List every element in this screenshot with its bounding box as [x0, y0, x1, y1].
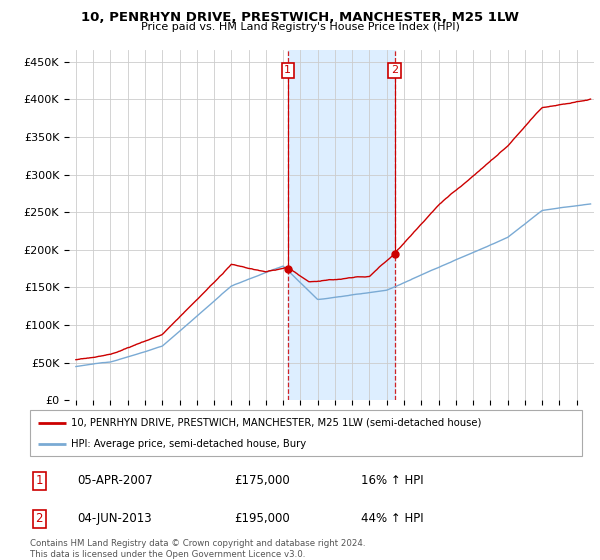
Text: Contains HM Land Registry data © Crown copyright and database right 2024.
This d: Contains HM Land Registry data © Crown c…	[30, 539, 365, 559]
Text: 1: 1	[284, 66, 292, 76]
Text: £175,000: £175,000	[234, 474, 290, 487]
Text: 05-APR-2007: 05-APR-2007	[77, 474, 152, 487]
Bar	[288, 50, 395, 400]
Text: £195,000: £195,000	[234, 512, 290, 525]
Text: 2: 2	[35, 512, 43, 525]
Text: 2: 2	[391, 66, 398, 76]
Text: 10, PENRHYN DRIVE, PRESTWICH, MANCHESTER, M25 1LW: 10, PENRHYN DRIVE, PRESTWICH, MANCHESTER…	[81, 11, 519, 24]
Text: 04-JUN-2013: 04-JUN-2013	[77, 512, 152, 525]
Text: Price paid vs. HM Land Registry's House Price Index (HPI): Price paid vs. HM Land Registry's House …	[140, 22, 460, 32]
Text: 44% ↑ HPI: 44% ↑ HPI	[361, 512, 424, 525]
Text: HPI: Average price, semi-detached house, Bury: HPI: Average price, semi-detached house,…	[71, 439, 307, 449]
Text: 10, PENRHYN DRIVE, PRESTWICH, MANCHESTER, M25 1LW (semi-detached house): 10, PENRHYN DRIVE, PRESTWICH, MANCHESTER…	[71, 418, 482, 428]
FancyBboxPatch shape	[30, 410, 582, 456]
Text: 1: 1	[35, 474, 43, 487]
Text: 16% ↑ HPI: 16% ↑ HPI	[361, 474, 424, 487]
